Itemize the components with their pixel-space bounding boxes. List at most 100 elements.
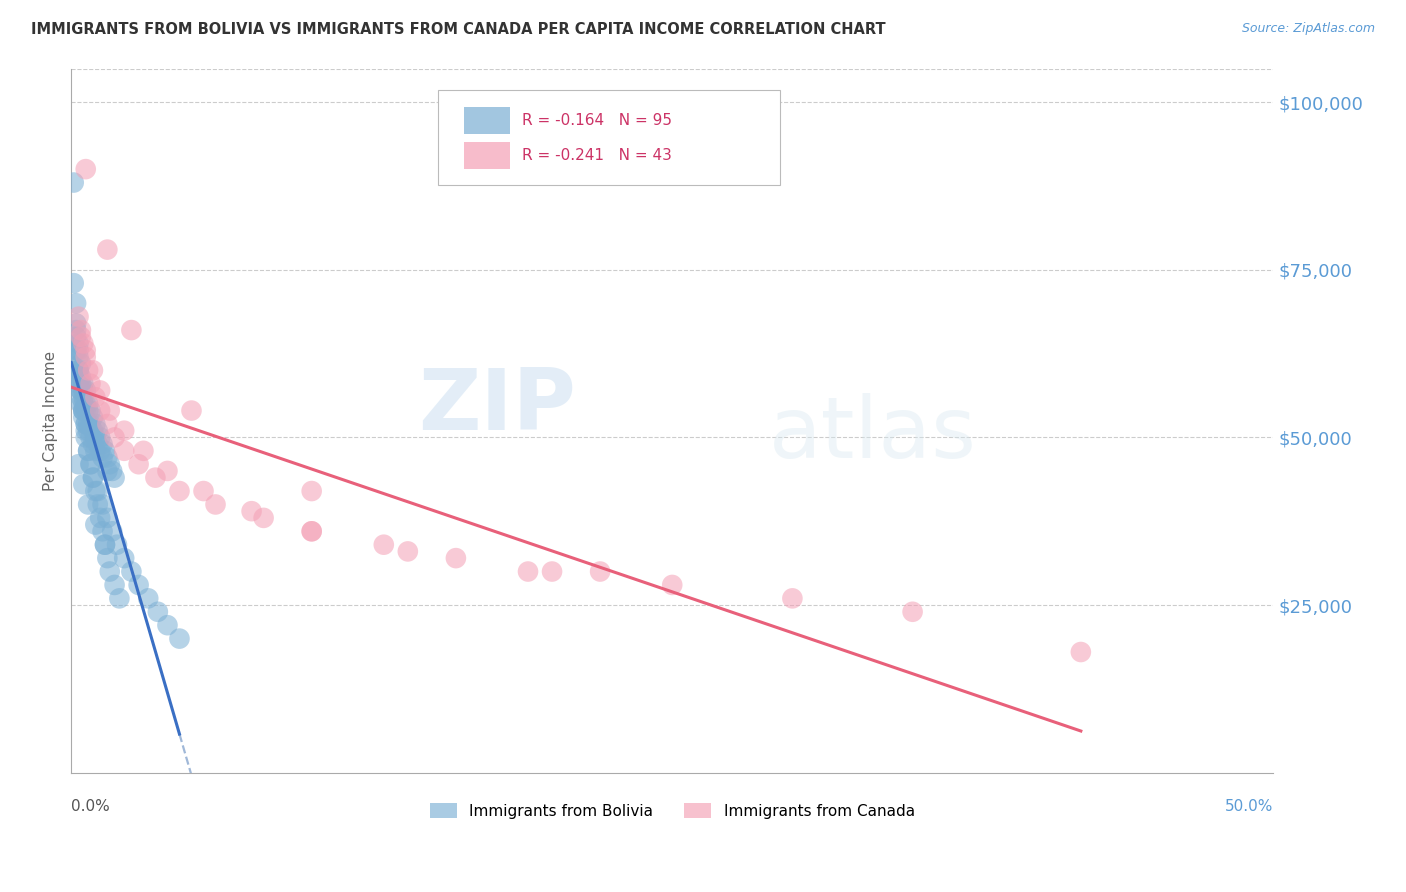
- Point: [128, 578, 150, 592]
- Text: IMMIGRANTS FROM BOLIVIA VS IMMIGRANTS FROM CANADA PER CAPITA INCOME CORRELATION : IMMIGRANTS FROM BOLIVIA VS IMMIGRANTS FR…: [31, 22, 886, 37]
- Point: [67, 363, 90, 377]
- Point: [75, 417, 97, 431]
- Text: ZIP: ZIP: [419, 365, 576, 448]
- Point: [240, 504, 263, 518]
- Point: [79, 403, 101, 417]
- Point: [72, 477, 94, 491]
- Point: [65, 317, 87, 331]
- Point: [301, 524, 323, 539]
- Legend: Immigrants from Bolivia, Immigrants from Canada: Immigrants from Bolivia, Immigrants from…: [423, 797, 921, 825]
- Point: [79, 430, 101, 444]
- Point: [373, 538, 395, 552]
- Point: [112, 443, 135, 458]
- Point: [84, 443, 107, 458]
- Point: [75, 384, 97, 398]
- Point: [82, 470, 104, 484]
- Point: [77, 417, 100, 431]
- Point: [82, 363, 104, 377]
- Point: [145, 470, 167, 484]
- Point: [67, 376, 90, 391]
- Point: [82, 470, 104, 484]
- Point: [72, 376, 94, 391]
- Point: [89, 443, 111, 458]
- Point: [84, 390, 107, 404]
- Point: [112, 424, 135, 438]
- Point: [101, 524, 124, 539]
- Point: [517, 565, 540, 579]
- Point: [91, 524, 114, 539]
- Point: [65, 330, 87, 344]
- FancyBboxPatch shape: [437, 90, 780, 185]
- Point: [79, 457, 101, 471]
- Point: [75, 424, 97, 438]
- Text: R = -0.164   N = 95: R = -0.164 N = 95: [522, 113, 672, 128]
- Point: [70, 384, 93, 398]
- Point: [77, 498, 100, 512]
- Point: [103, 430, 125, 444]
- Point: [901, 605, 924, 619]
- Y-axis label: Per Capita Income: Per Capita Income: [44, 351, 58, 491]
- Point: [169, 484, 191, 499]
- Text: Source: ZipAtlas.com: Source: ZipAtlas.com: [1241, 22, 1375, 36]
- Point: [84, 484, 107, 499]
- Point: [84, 517, 107, 532]
- Point: [105, 538, 128, 552]
- Point: [77, 424, 100, 438]
- Point: [79, 457, 101, 471]
- Point: [75, 162, 97, 177]
- Point: [65, 323, 87, 337]
- Point: [67, 310, 90, 324]
- Text: R = -0.241   N = 43: R = -0.241 N = 43: [522, 148, 672, 163]
- Point: [75, 430, 97, 444]
- Point: [87, 484, 110, 499]
- Point: [89, 403, 111, 417]
- Point: [72, 403, 94, 417]
- Point: [72, 336, 94, 351]
- Point: [82, 424, 104, 438]
- Point: [120, 323, 142, 337]
- Point: [70, 376, 93, 391]
- Point: [82, 437, 104, 451]
- Point: [89, 384, 111, 398]
- Point: [96, 551, 118, 566]
- Text: 0.0%: 0.0%: [72, 799, 110, 814]
- Point: [98, 403, 121, 417]
- Point: [72, 390, 94, 404]
- Point: [101, 464, 124, 478]
- Point: [444, 551, 467, 566]
- Point: [77, 397, 100, 411]
- Point: [94, 443, 117, 458]
- Point: [87, 424, 110, 438]
- Point: [89, 430, 111, 444]
- Point: [87, 498, 110, 512]
- Point: [75, 403, 97, 417]
- Point: [589, 565, 612, 579]
- Point: [77, 363, 100, 377]
- FancyBboxPatch shape: [464, 107, 510, 134]
- Point: [70, 390, 93, 404]
- Point: [301, 524, 323, 539]
- Point: [67, 350, 90, 364]
- Point: [77, 403, 100, 417]
- Point: [89, 511, 111, 525]
- Point: [67, 336, 90, 351]
- Point: [65, 296, 87, 310]
- Point: [79, 376, 101, 391]
- Point: [67, 370, 90, 384]
- Point: [136, 591, 159, 606]
- Point: [75, 343, 97, 358]
- Point: [169, 632, 191, 646]
- Point: [96, 243, 118, 257]
- Point: [193, 484, 215, 499]
- Text: atlas: atlas: [768, 393, 976, 476]
- Point: [72, 410, 94, 425]
- Point: [72, 403, 94, 417]
- Point: [94, 538, 117, 552]
- Point: [75, 397, 97, 411]
- Point: [77, 443, 100, 458]
- Point: [84, 417, 107, 431]
- Point: [75, 417, 97, 431]
- Point: [96, 464, 118, 478]
- Point: [67, 363, 90, 377]
- Point: [72, 403, 94, 417]
